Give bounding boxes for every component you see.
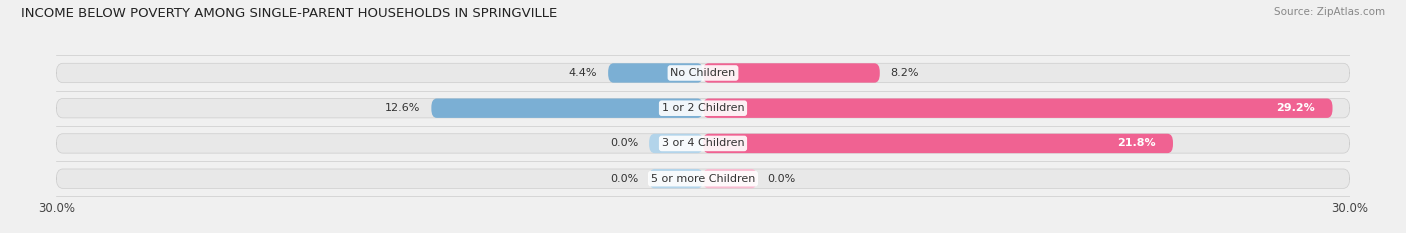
FancyBboxPatch shape bbox=[56, 134, 1350, 153]
Text: 8.2%: 8.2% bbox=[890, 68, 920, 78]
FancyBboxPatch shape bbox=[650, 134, 703, 153]
Text: 0.0%: 0.0% bbox=[610, 138, 638, 148]
FancyBboxPatch shape bbox=[56, 169, 1350, 188]
Text: 0.0%: 0.0% bbox=[610, 174, 638, 184]
Text: 12.6%: 12.6% bbox=[385, 103, 420, 113]
Text: Source: ZipAtlas.com: Source: ZipAtlas.com bbox=[1274, 7, 1385, 17]
Text: INCOME BELOW POVERTY AMONG SINGLE-PARENT HOUSEHOLDS IN SPRINGVILLE: INCOME BELOW POVERTY AMONG SINGLE-PARENT… bbox=[21, 7, 557, 20]
Legend: Single Father, Single Mother: Single Father, Single Mother bbox=[589, 230, 817, 233]
FancyBboxPatch shape bbox=[56, 99, 1350, 118]
Text: 4.4%: 4.4% bbox=[569, 68, 598, 78]
FancyBboxPatch shape bbox=[609, 63, 703, 83]
Text: 0.0%: 0.0% bbox=[768, 174, 796, 184]
Text: No Children: No Children bbox=[671, 68, 735, 78]
FancyBboxPatch shape bbox=[703, 134, 1173, 153]
Text: 29.2%: 29.2% bbox=[1277, 103, 1315, 113]
Text: 1 or 2 Children: 1 or 2 Children bbox=[662, 103, 744, 113]
FancyBboxPatch shape bbox=[650, 169, 703, 188]
FancyBboxPatch shape bbox=[56, 63, 1350, 83]
FancyBboxPatch shape bbox=[703, 63, 880, 83]
FancyBboxPatch shape bbox=[703, 99, 1333, 118]
Text: 3 or 4 Children: 3 or 4 Children bbox=[662, 138, 744, 148]
Text: 5 or more Children: 5 or more Children bbox=[651, 174, 755, 184]
Text: 21.8%: 21.8% bbox=[1118, 138, 1156, 148]
FancyBboxPatch shape bbox=[432, 99, 703, 118]
FancyBboxPatch shape bbox=[703, 169, 756, 188]
